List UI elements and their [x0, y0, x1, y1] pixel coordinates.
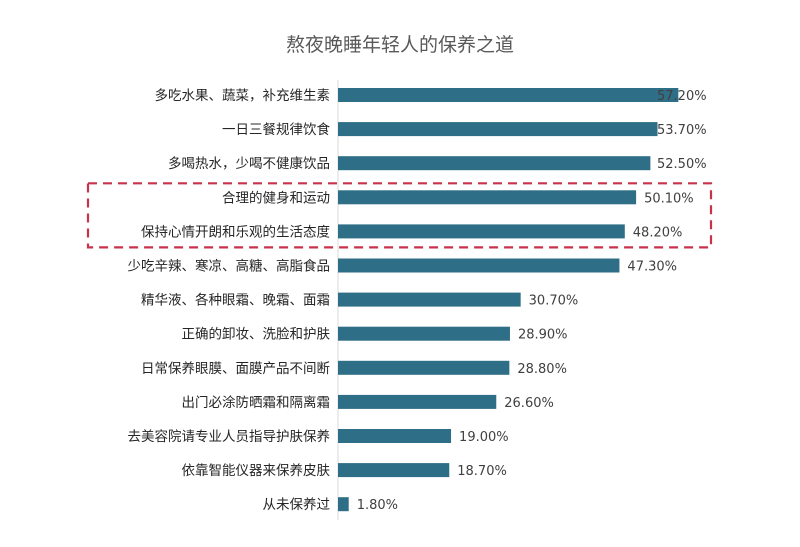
- category-label: 依靠智能仪器来保养皮肤: [182, 463, 331, 479]
- category-label: 保持心情开朗和乐观的生活态度: [141, 224, 330, 240]
- chart-title: 熬夜晚睡年轻人的保养之道: [285, 34, 514, 56]
- category-label: 精华液、各种眼霜、晚霜、面霜: [141, 293, 330, 309]
- bar: [338, 326, 510, 341]
- data-label: 53.70%: [657, 123, 707, 138]
- data-label: 19.00%: [459, 430, 509, 445]
- category-label: 去美容院请专业人员指导护肤保养: [128, 428, 331, 445]
- data-label: 28.80%: [517, 362, 567, 377]
- bar: [338, 429, 452, 443]
- category-label: 出门必涂防晒霜和隔离霜: [182, 394, 331, 411]
- data-label: 30.70%: [529, 294, 579, 309]
- bar: [338, 394, 497, 409]
- category-label: 一日三餐规律饮食: [222, 121, 330, 138]
- bar: [338, 463, 450, 478]
- category-label: 多喝热水，少喝不健康饮品: [168, 155, 330, 172]
- data-label: 1.80%: [357, 498, 398, 513]
- data-label: 52.50%: [657, 157, 707, 172]
- data-label: 18.70%: [457, 464, 507, 479]
- bar: [338, 258, 620, 273]
- category-label: 正确的卸妆、洗脸和护肤: [182, 327, 331, 343]
- bar: [338, 156, 651, 171]
- bar: [338, 224, 625, 239]
- data-label: 48.20%: [633, 225, 683, 240]
- bar: [338, 88, 679, 102]
- data-label: 50.10%: [644, 191, 694, 206]
- bar: [338, 497, 349, 512]
- category-label: 从未保养过: [263, 497, 331, 513]
- category-label: 多吃水果、蔬菜，补充维生素: [155, 87, 331, 104]
- bar: [338, 292, 521, 307]
- bar: [338, 122, 658, 137]
- category-label: 少吃辛辣、寒凉、高糖、高脂食品: [128, 258, 331, 275]
- highlight-box: [86, 182, 713, 249]
- category-label: 日常保养眼膜、面膜产品不间断: [141, 361, 330, 377]
- data-label: 57.20%: [657, 89, 707, 104]
- data-label: 28.90%: [518, 328, 568, 343]
- category-label: 合理的健身和运动: [222, 190, 330, 206]
- bar: [338, 360, 510, 375]
- data-label: 47.30%: [627, 260, 677, 275]
- data-label: 26.60%: [504, 396, 554, 411]
- bar: [338, 190, 637, 205]
